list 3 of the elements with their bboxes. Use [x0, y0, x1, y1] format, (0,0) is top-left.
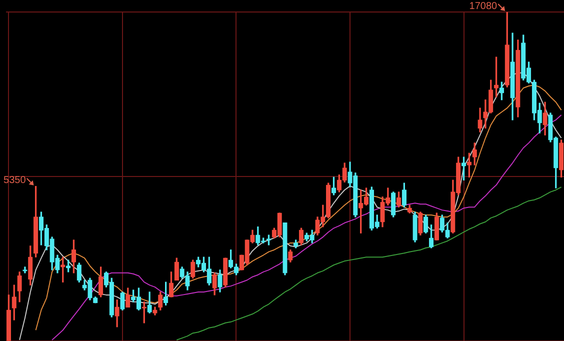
candlestick	[483, 100, 488, 128]
annotation: 5350	[4, 175, 26, 186]
annotation: 17080	[469, 0, 498, 12]
